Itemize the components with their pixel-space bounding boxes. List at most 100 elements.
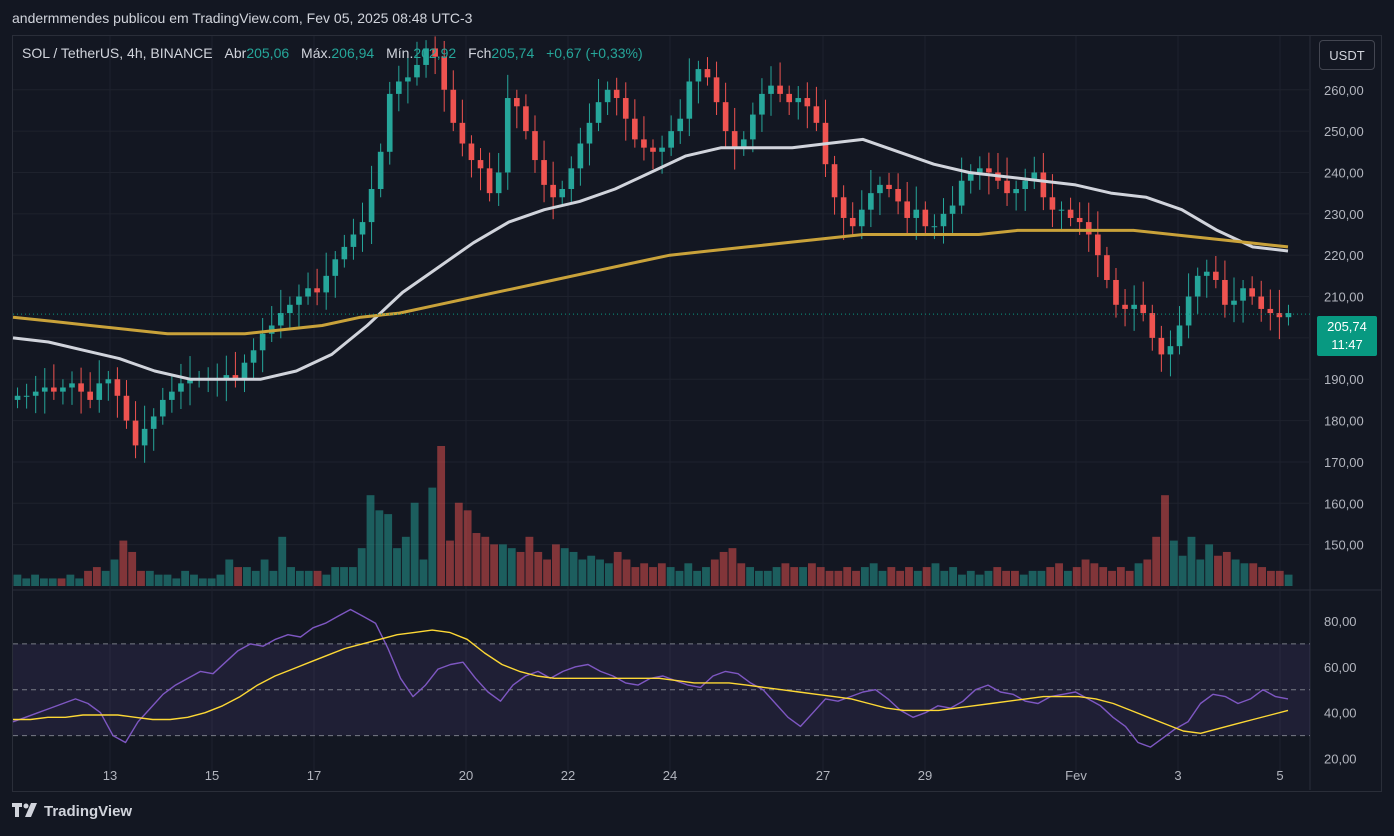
volume-bar bbox=[507, 548, 516, 586]
volume-bar bbox=[1240, 563, 1249, 586]
volume-bar bbox=[66, 574, 75, 586]
price-tick-label: 230,00 bbox=[1324, 207, 1364, 222]
candle-body bbox=[613, 89, 620, 99]
candle-body bbox=[877, 184, 883, 194]
candle-body bbox=[1122, 304, 1128, 309]
candle-body bbox=[713, 77, 720, 103]
candle-body bbox=[568, 168, 575, 190]
candle-body bbox=[595, 102, 602, 123]
publish-info: andermmendes publicou em TradingView.com… bbox=[12, 10, 473, 26]
symbol-name[interactable]: SOL / TetherUS, 4h, BINANCE bbox=[22, 45, 213, 61]
candle-body bbox=[1140, 304, 1147, 314]
candle-body bbox=[1249, 288, 1255, 297]
candle-body bbox=[287, 304, 293, 314]
time-tick-label: 24 bbox=[663, 768, 677, 783]
volume-bar bbox=[110, 559, 119, 586]
volume-bar bbox=[375, 510, 384, 586]
volume-bar bbox=[1275, 570, 1284, 586]
price-tick-label: 170,00 bbox=[1324, 455, 1364, 470]
volume-bar bbox=[1222, 551, 1231, 586]
volume-bar bbox=[13, 574, 22, 586]
candle-body bbox=[23, 395, 30, 397]
volume-bar bbox=[1072, 567, 1081, 586]
volume-bar bbox=[1125, 570, 1134, 586]
price-tick-label: 210,00 bbox=[1324, 290, 1364, 305]
candle-body bbox=[1058, 209, 1065, 211]
candle-body bbox=[341, 246, 348, 260]
volume-bar bbox=[551, 544, 560, 586]
volume-bar bbox=[799, 567, 807, 586]
volume-bar bbox=[22, 578, 31, 586]
candle-body bbox=[1158, 337, 1165, 355]
volume-bar bbox=[666, 567, 675, 586]
price-tick-label: 220,00 bbox=[1324, 248, 1364, 263]
volume-bar bbox=[596, 559, 604, 586]
candle-body bbox=[1095, 234, 1101, 256]
volume-bar bbox=[940, 570, 949, 586]
volume-bar bbox=[852, 570, 860, 586]
volume-bar bbox=[463, 510, 472, 586]
candle-body bbox=[740, 139, 747, 148]
volume-bar bbox=[295, 570, 304, 586]
candle-body bbox=[1222, 279, 1228, 305]
volume-bar bbox=[693, 570, 702, 586]
volume-bar bbox=[216, 574, 225, 586]
volume-bar bbox=[1099, 567, 1108, 586]
price-tick-label: 160,00 bbox=[1324, 496, 1364, 511]
volume-bar bbox=[525, 536, 534, 586]
time-tick-label: 27 bbox=[816, 768, 830, 783]
candle-body bbox=[777, 85, 783, 94]
volume-bar bbox=[437, 446, 446, 586]
price-tick-label: 240,00 bbox=[1324, 165, 1364, 180]
candle-body bbox=[632, 118, 638, 140]
candle-body bbox=[813, 106, 820, 123]
volume-bar bbox=[472, 533, 481, 586]
volume-bar bbox=[958, 574, 966, 586]
candle-body bbox=[51, 387, 57, 392]
candle-body bbox=[686, 81, 693, 119]
candle-body bbox=[677, 118, 684, 132]
volume-bar bbox=[834, 570, 843, 586]
currency-button[interactable]: USDT bbox=[1319, 40, 1375, 70]
candle-body bbox=[695, 69, 702, 82]
candle-body bbox=[949, 205, 956, 214]
candle-body bbox=[532, 131, 538, 161]
candle-body bbox=[504, 98, 511, 173]
candle-body bbox=[604, 89, 611, 103]
volume-bar bbox=[1249, 563, 1258, 586]
volume-bar bbox=[578, 559, 587, 586]
candle-body bbox=[405, 77, 411, 82]
candle-body bbox=[114, 379, 121, 396]
candle-body bbox=[323, 275, 330, 293]
volume-bar bbox=[154, 574, 163, 586]
volume-bar bbox=[913, 570, 922, 586]
volume-bar bbox=[746, 567, 755, 586]
tradingview-footer[interactable]: TradingView bbox=[12, 803, 132, 827]
candle-body bbox=[913, 209, 920, 218]
volume-bar bbox=[1116, 567, 1125, 586]
candle-body bbox=[514, 98, 520, 107]
candle-body bbox=[41, 387, 48, 392]
volume-bar bbox=[1205, 544, 1214, 586]
volume-bar bbox=[649, 567, 657, 586]
candle-body bbox=[641, 139, 647, 148]
candle-body bbox=[468, 143, 475, 161]
candle-body bbox=[804, 98, 811, 107]
volume-bar bbox=[393, 548, 401, 586]
volume-bar bbox=[287, 567, 295, 586]
candle-body bbox=[967, 172, 974, 181]
volume-bar bbox=[825, 570, 834, 586]
candle-body bbox=[123, 395, 130, 421]
volume-bar bbox=[481, 536, 490, 586]
volume-bar bbox=[1143, 559, 1152, 586]
volume-bar bbox=[569, 551, 578, 586]
volume-bar bbox=[1161, 495, 1169, 586]
volume-bar bbox=[737, 563, 746, 586]
volume-bar bbox=[1046, 567, 1055, 586]
volume-bar bbox=[1152, 536, 1161, 586]
volume-bar bbox=[675, 570, 684, 586]
candle-body bbox=[1240, 288, 1246, 301]
volume-bar bbox=[251, 570, 260, 586]
candle-body bbox=[523, 106, 529, 132]
